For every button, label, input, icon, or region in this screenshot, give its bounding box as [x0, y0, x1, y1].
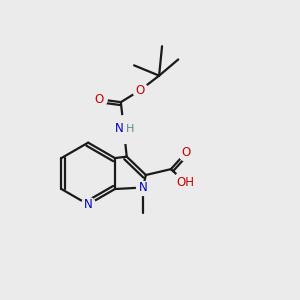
Text: O: O	[135, 84, 145, 97]
Text: OH: OH	[177, 176, 195, 189]
Text: H: H	[126, 124, 134, 134]
Text: N: N	[115, 122, 124, 135]
Text: O: O	[94, 93, 104, 106]
Text: N: N	[139, 181, 147, 194]
Text: O: O	[181, 146, 190, 159]
Text: N: N	[84, 198, 92, 211]
